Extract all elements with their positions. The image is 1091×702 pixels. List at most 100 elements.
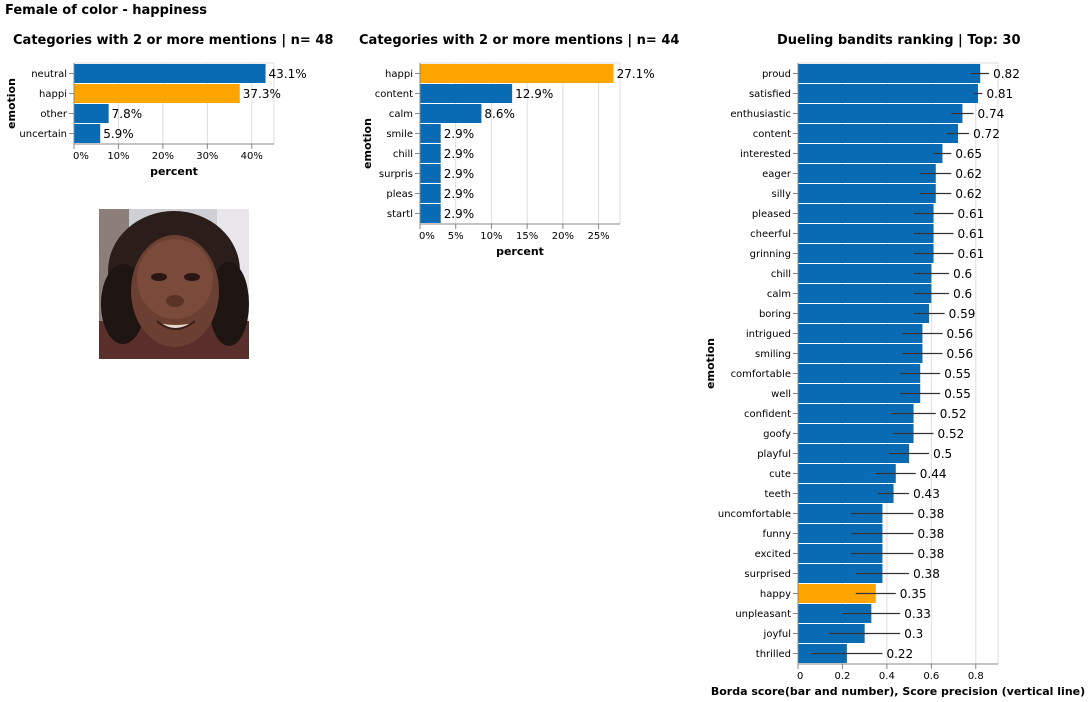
chart-3-category-label: satisfied — [749, 89, 791, 100]
chart-1-category-label: neutral — [31, 69, 67, 80]
chart-3-value-label: 0.6 — [953, 287, 972, 301]
chart-2-category-label: surpris — [379, 169, 413, 180]
chart-1-bar — [74, 84, 240, 103]
chart-3-category-label: silly — [772, 189, 792, 200]
chart-3-value-label: 0.62 — [955, 187, 982, 201]
chart-3-category-label: enthusiastic — [730, 109, 791, 120]
chart-3-bar — [798, 404, 914, 423]
chart-3-bar — [798, 384, 921, 403]
chart-2-value-label: 2.9% — [444, 147, 475, 161]
chart-3-xtick-label: 0.4 — [879, 671, 895, 682]
chart-3-bar — [798, 184, 936, 203]
chart-2-value-label: 2.9% — [444, 187, 475, 201]
chart-3-bar — [798, 324, 923, 343]
chart-3-value-label: 0.61 — [958, 207, 985, 221]
chart-3-bar — [798, 584, 876, 603]
chart-2-title: Categories with 2 or more mentions | n= … — [359, 33, 680, 48]
chart-2-x-axis-title: percent — [496, 245, 544, 258]
chart-1-y-axis-title: emotion — [5, 78, 18, 129]
chart-1-title: Categories with 2 or more mentions | n= … — [13, 33, 334, 48]
chart-3-category-label: eager — [762, 169, 792, 180]
chart-3-category-label: happy — [760, 589, 791, 600]
chart-3-xtick-label: 0 — [797, 671, 803, 682]
chart-3-category-label: well — [771, 389, 791, 400]
chart-2-value-label: 27.1% — [617, 67, 655, 81]
chart-3-value-label: 0.38 — [918, 507, 945, 521]
chart-1-value-label: 43.1% — [269, 67, 307, 81]
chart-1-value-label: 7.8% — [112, 107, 142, 121]
chart-1-bar — [74, 104, 109, 123]
chart-3-value-label: 0.62 — [955, 167, 982, 181]
chart-3-category-label: boring — [759, 309, 791, 320]
chart-3-bar — [798, 264, 932, 283]
chart-3-category-label: joyful — [763, 629, 791, 640]
chart-1-value-label: 5.9% — [103, 127, 134, 141]
chart-1-xtick-label: 0% — [73, 151, 89, 162]
chart-2-xtick-label: 15% — [516, 231, 538, 242]
chart-2-bar — [420, 124, 441, 143]
chart-3-xtick-label: 0.8 — [968, 671, 984, 682]
chart-3-category-label: funny — [763, 529, 792, 540]
chart-3-category-label: intrigued — [746, 329, 791, 340]
chart-3-bar — [798, 84, 978, 103]
chart-2-y-axis-title: emotion — [361, 118, 374, 169]
chart-2-bar — [420, 204, 441, 223]
chart-3-bar — [798, 244, 934, 263]
chart-3-bar — [798, 304, 930, 323]
chart-3-y-axis-title: emotion — [704, 338, 717, 389]
chart-3-value-label: 0.59 — [949, 307, 976, 321]
chart-3-xtick-label: 0.2 — [834, 671, 850, 682]
chart-2-bar — [420, 164, 441, 183]
chart-2-value-label: 8.6% — [484, 107, 515, 121]
chart-3-value-label: 0.38 — [918, 527, 945, 541]
chart-2-bar — [420, 84, 513, 103]
chart-3-bar — [798, 544, 883, 563]
chart-1-category-label: other — [40, 109, 68, 120]
chart-3-category-label: playful — [757, 449, 791, 460]
chart-3-category-label: cute — [769, 469, 791, 480]
chart-3-bar — [798, 564, 883, 583]
chart-3-bar — [798, 164, 936, 183]
chart-3-value-label: 0.65 — [955, 147, 982, 161]
chart-3-category-label: unpleasant — [735, 609, 791, 620]
chart-3-value-label: 0.33 — [904, 607, 931, 621]
chart-3-bar — [798, 124, 958, 143]
chart-2-category-label: happi — [385, 69, 413, 80]
chart-3-category-label: smiling — [755, 349, 791, 360]
chart-3-category-label: confident — [744, 409, 791, 420]
chart-2-category-label: calm — [389, 109, 413, 120]
chart-1-xtick-label: 10% — [107, 151, 129, 162]
chart-2-bar — [420, 104, 482, 123]
chart-3-category-label: excited — [755, 549, 791, 560]
chart-1-x-axis-title: percent — [150, 165, 198, 178]
chart-2-value-label: 2.9% — [444, 207, 475, 221]
chart-1-category-label: happi — [39, 89, 67, 100]
chart-3-bar — [798, 204, 934, 223]
chart-3-value-label: 0.6 — [953, 267, 972, 281]
chart-3-x-axis-title: Borda score(bar and number), Score preci… — [711, 685, 1085, 698]
chart-3-category-label: cheerful — [750, 229, 791, 240]
chart-3-bar — [798, 504, 883, 523]
chart-3-value-label: 0.55 — [944, 367, 971, 381]
chart-3-value-label: 0.38 — [918, 547, 945, 561]
chart-2-value-label: 2.9% — [444, 167, 475, 181]
chart-3-bar — [798, 484, 894, 503]
chart-3-category-label: content — [753, 129, 791, 140]
chart-2-value-label: 2.9% — [444, 127, 475, 141]
chart-3-value-label: 0.74 — [978, 107, 1005, 121]
chart-2-category-label: startl — [387, 209, 413, 220]
chart-1-bar — [74, 124, 101, 143]
chart-3-value-label: 0.3 — [904, 627, 923, 641]
chart-3-category-label: teeth — [765, 489, 791, 500]
chart-1-xtick-label: 20% — [152, 151, 174, 162]
chart-1-bar — [74, 64, 266, 83]
chart-3-value-label: 0.72 — [973, 127, 1000, 141]
chart-3-value-label: 0.61 — [958, 227, 985, 241]
chart-1-xtick-label: 40% — [241, 151, 263, 162]
chart-3-value-label: 0.82 — [993, 67, 1020, 81]
chart-2-xtick-label: 5% — [448, 231, 464, 242]
chart-2-category-label: content — [375, 89, 413, 100]
chart-3-value-label: 0.5 — [933, 447, 952, 461]
chart-3-category-label: pleased — [752, 209, 791, 220]
